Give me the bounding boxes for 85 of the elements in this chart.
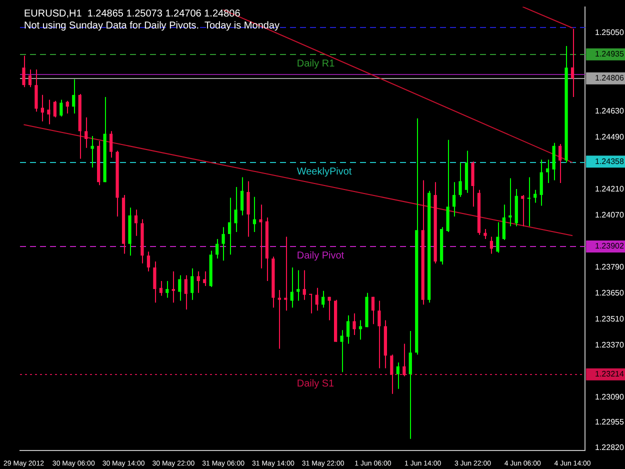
candlestick: [53, 100, 56, 118]
candlestick: [90, 136, 94, 168]
candlestick: [259, 204, 262, 269]
candlestick: [502, 204, 506, 240]
y-tick-label: 1.23510: [595, 314, 624, 324]
candlestick: [278, 289, 281, 350]
y-tick-label: 1.23650: [595, 288, 624, 298]
candlestick: [527, 176, 530, 227]
candlestick: [34, 68, 38, 112]
candlestick: [159, 280, 162, 296]
y-tick-label: 1.23370: [595, 340, 624, 350]
candlestick: [352, 312, 356, 336]
candlestick: [172, 270, 175, 304]
candlestick: [402, 343, 406, 377]
candlestick: [216, 238, 219, 260]
candlestick: [178, 274, 182, 302]
candlestick: [40, 94, 44, 122]
candlestick: [309, 293, 312, 314]
candlestick: [302, 270, 306, 300]
candlestick: [396, 362, 400, 390]
candlestick: [72, 78, 76, 114]
ref-line-label: Daily S1: [296, 378, 335, 390]
candlestick: [452, 182, 456, 218]
candlestick: [508, 178, 512, 227]
candlestick: [196, 270, 200, 294]
candlestick: [146, 251, 150, 272]
candlestick: [358, 320, 362, 340]
candlestick: [378, 300, 381, 369]
candlestick: [390, 354, 394, 394]
candlestick: [484, 228, 487, 240]
candlestick: [246, 180, 250, 238]
y-tick-label: 1.23902: [595, 242, 624, 251]
y-tick-label: 1.24490: [595, 132, 624, 142]
candlestick: [290, 266, 294, 308]
candlestick: [521, 194, 524, 227]
ref-line-label: Daily Pivot: [296, 250, 344, 262]
candlestick: [153, 261, 156, 304]
candlestick: [496, 222, 500, 254]
candlestick: [228, 197, 232, 256]
candlestick: [240, 176, 244, 216]
candlestick: [66, 100, 69, 114]
y-tick-label: 1.23090: [595, 392, 624, 402]
candlestick: [340, 330, 344, 373]
candlestick: [109, 130, 113, 158]
candlestick: [540, 159, 543, 206]
candlestick: [408, 330, 412, 440]
candlestick: [222, 226, 225, 262]
y-tick-label: 1.24070: [595, 210, 624, 220]
candlestick: [570, 28, 574, 98]
candlestick: [190, 268, 194, 300]
ref-line-label: Daily R1: [296, 58, 336, 70]
candlestick: [315, 287, 318, 312]
y-tick-label: 1.22820: [595, 442, 624, 452]
y-tick-label: 1.24806: [595, 74, 624, 83]
candlestick: [552, 142, 556, 181]
candlestick: [234, 186, 238, 232]
candlestick: [371, 296, 375, 325]
y-tick-label: 1.23214: [595, 370, 624, 379]
y-tick-label: 1.22955: [595, 418, 624, 427]
candlestick: [346, 314, 350, 344]
candlestick: [458, 162, 462, 198]
candlestick: [558, 144, 562, 184]
candlestick: [184, 274, 188, 310]
candlestick: [252, 196, 256, 232]
candlestick: [166, 280, 169, 298]
y-tick-label: 1.24358: [595, 156, 624, 166]
candlestick: [134, 209, 138, 236]
candlestick: [47, 99, 50, 125]
y-tick-label: 1.24210: [595, 184, 624, 194]
y-tick-label: 1.24630: [595, 106, 624, 116]
y-tick-label: 1.23790: [595, 262, 624, 272]
candlestick: [84, 116, 88, 148]
y-tick-label: 1.25050: [595, 28, 624, 38]
candlestick: [322, 290, 325, 308]
y-tick-label: 1.24935: [595, 50, 624, 59]
candlestick: [471, 160, 474, 208]
candlestick: [203, 270, 206, 287]
candlestick: [28, 68, 32, 88]
ref-line-label: WeeklyPivot: [296, 166, 352, 178]
candlestick: [284, 236, 288, 312]
candlestick: [546, 159, 550, 184]
candlestick: [490, 236, 494, 254]
candlestick: [22, 55, 26, 88]
candlestick: [296, 270, 300, 302]
candlestick: [60, 99, 63, 117]
